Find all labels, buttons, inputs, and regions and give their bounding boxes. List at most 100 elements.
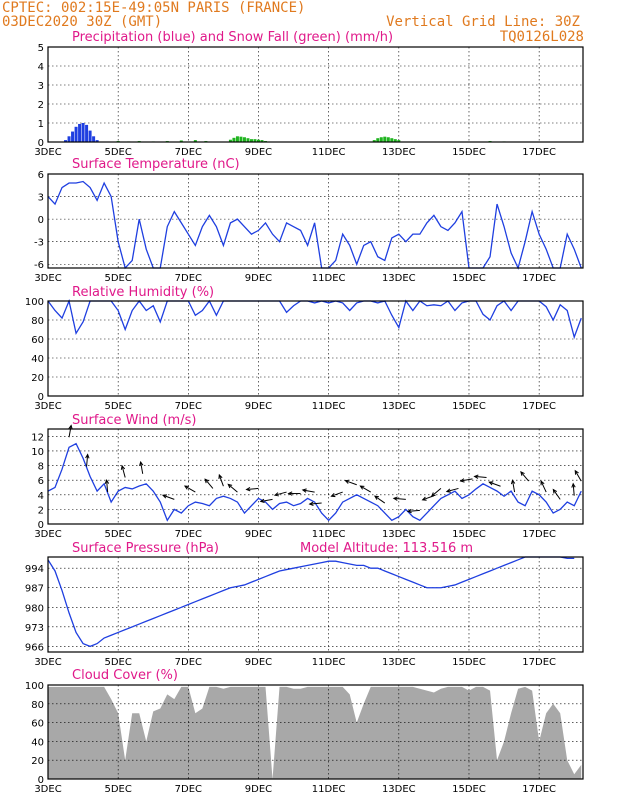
cloud-xtick-label: 15DEC — [452, 784, 486, 795]
cloud-ytick-label: 20 — [31, 756, 44, 767]
temp-frame — [47, 173, 584, 269]
pressure-xtick-label: 11DEC — [312, 657, 346, 668]
wind-arrow — [345, 480, 357, 486]
wind-xtick-label: 7DEC — [175, 529, 202, 540]
wind-arrow — [309, 502, 322, 505]
temp-ytick-label: 3 — [38, 193, 44, 204]
wind-arrow-head — [540, 480, 545, 486]
wind-arrow — [407, 509, 420, 512]
wind-arrow-head — [473, 474, 479, 479]
precip-ytick-label: 4 — [38, 62, 44, 73]
wind-arrow — [68, 425, 72, 438]
cloud-xtick-label: 5DEC — [104, 784, 131, 795]
temp-ytick-label: -3 — [34, 238, 44, 249]
snow-bar — [232, 137, 236, 142]
wind-arrow-head — [459, 478, 465, 483]
wind-arrow-head — [259, 498, 265, 504]
snow-bar — [393, 139, 397, 142]
wind-arrow — [574, 470, 582, 482]
precip-title: Precipitation (blue) and Snow Fall (gree… — [72, 30, 393, 45]
wind-arrow — [512, 480, 516, 493]
temp-ytick-label: 6 — [38, 170, 44, 181]
precip-xtick-label: 9DEC — [245, 147, 272, 158]
wind-arrow-head — [552, 488, 558, 494]
cloud-ytick-label: 0 — [38, 775, 44, 786]
humidity-xtick-label: 7DEC — [175, 401, 202, 412]
pressure-title: Surface Pressure (hPa) — [72, 541, 219, 556]
wind-xtick-label: 15DEC — [452, 529, 486, 540]
precip-xtick-label: 13DEC — [382, 147, 416, 158]
humidity-ytick-label: 60 — [31, 335, 44, 346]
snow-bar — [179, 140, 183, 142]
snow-bar — [256, 139, 260, 142]
wind-arrow — [393, 497, 406, 500]
precip-bar — [85, 124, 89, 142]
wind-arrow — [374, 495, 386, 504]
snow-bar — [246, 138, 250, 142]
header-grid-note: Vertical Grid Line: 30Z — [386, 14, 580, 30]
wind-arrow — [260, 498, 273, 502]
cloud-xtick-label: 3DEC — [34, 784, 61, 795]
wind-xtick-label: 9DEC — [245, 529, 272, 540]
precip-bar — [64, 140, 68, 142]
model-altitude: Model Altitude: 113.516 m — [300, 541, 473, 556]
humidity-xtick-label: 13DEC — [382, 401, 416, 412]
wind-arrow-head — [104, 478, 110, 485]
wind-arrow — [204, 478, 214, 489]
wind-ytick-label: 6 — [38, 476, 44, 487]
wind-arrow-head — [571, 482, 576, 488]
wind-arrow-head — [287, 491, 293, 496]
pressure-panel — [47, 556, 584, 653]
wind-arrow-head — [574, 469, 579, 475]
wind-arrow — [489, 481, 501, 487]
temp-xtick-label: 13DEC — [382, 273, 416, 284]
snow-bar — [249, 139, 253, 142]
snow-bar — [193, 140, 197, 142]
humidity-ytick-label: 80 — [31, 316, 44, 327]
precip-xtick-label: 5DEC — [104, 147, 131, 158]
precip-bar — [92, 136, 96, 142]
wind-arrow — [460, 478, 473, 482]
cloud-xtick-label: 9DEC — [245, 784, 272, 795]
wind-arrow-head — [218, 473, 223, 479]
wind-ytick-label: 2 — [38, 505, 44, 516]
snow-bar — [372, 140, 376, 142]
cloud-panel — [47, 684, 584, 780]
wind-arrow — [431, 488, 442, 497]
humidity-xtick-label: 15DEC — [452, 401, 486, 412]
wind-arrow-head — [421, 496, 427, 501]
cloud-xtick-label: 7DEC — [175, 784, 202, 795]
snow-bar — [383, 136, 387, 142]
wind-arrow — [552, 489, 561, 500]
precip-bar — [95, 140, 99, 142]
cloud-xtick-label: 13DEC — [382, 784, 416, 795]
header-location: CPTEC: 002:15E-49:05N PARIS (FRANCE) — [2, 0, 305, 16]
wind-xtick-label: 17DEC — [522, 529, 556, 540]
precip-ytick-label: 3 — [38, 81, 44, 92]
wind-ytick-label: 10 — [31, 447, 44, 458]
wind-arrow-head — [445, 488, 451, 493]
cloud-ytick-label: 80 — [31, 700, 44, 711]
wind-panel — [47, 424, 584, 525]
pressure-xtick-label: 17DEC — [522, 657, 556, 668]
wind-arrow — [106, 480, 109, 493]
snow-bar — [376, 138, 380, 142]
pressure-ytick-label: 973 — [25, 623, 44, 634]
wind-arrow-head — [344, 479, 350, 484]
humidity-ytick-label: 40 — [31, 354, 44, 365]
wind-arrow-head — [520, 471, 525, 476]
pressure-ytick-label: 966 — [25, 642, 44, 653]
pressure-xtick-label: 9DEC — [245, 657, 272, 668]
wind-arrow-head — [359, 485, 365, 490]
wind-arrow-head — [161, 494, 168, 499]
wind-arrow — [474, 475, 487, 478]
wind-arrow — [446, 487, 459, 493]
temp-xtick-label: 9DEC — [245, 273, 272, 284]
precip-panel — [47, 46, 584, 143]
wind-arrow-head — [430, 492, 436, 497]
wind-arrow — [140, 461, 144, 474]
wind-arrow-head — [245, 486, 251, 492]
precip-xtick-label: 15DEC — [452, 147, 486, 158]
wind-arrow — [302, 489, 315, 493]
